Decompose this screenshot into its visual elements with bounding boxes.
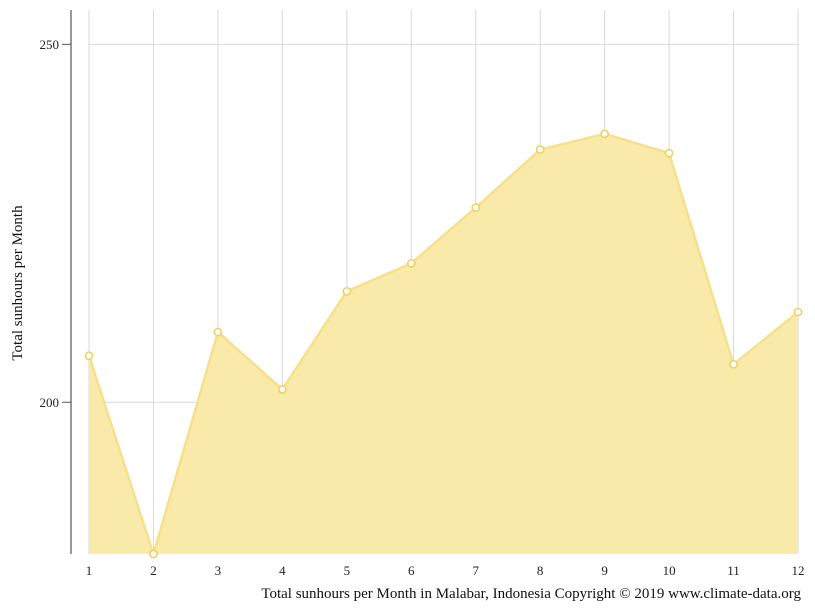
data-point [278, 385, 287, 394]
data-point [406, 259, 416, 268]
plot-area [87, 132, 799, 556]
data-point [664, 148, 674, 158]
data-point [535, 145, 545, 154]
y-tick-label: 250 [40, 37, 60, 52]
data-point [600, 129, 609, 139]
x-tick-label: 4 [279, 563, 286, 578]
x-tick-label: 3 [215, 563, 222, 578]
x-tick-label: 8 [537, 563, 544, 578]
data-point [729, 359, 738, 369]
x-tick-label: 2 [150, 563, 157, 578]
x-tick-label: 6 [408, 563, 415, 578]
x-tick-label: 12 [792, 563, 805, 578]
data-point [149, 549, 158, 559]
chart-caption: Total sunhours per Month in Malabar, Ind… [261, 586, 801, 602]
x-tick-label: 10 [663, 563, 676, 578]
data-point [213, 327, 223, 337]
data-point [793, 307, 803, 317]
x-tick-label: 11 [727, 563, 740, 578]
axes [62, 10, 72, 554]
y-axis-title: Total sunhours per Month [10, 205, 26, 361]
area-fill [89, 133, 798, 554]
x-tick-label: 7 [472, 563, 479, 578]
data-point [84, 351, 94, 361]
data-point [342, 286, 352, 296]
data-markers [84, 129, 803, 559]
y-tick-label: 200 [40, 395, 60, 410]
x-tick-label: 1 [86, 563, 93, 578]
data-point [471, 203, 481, 212]
x-tick-label: 9 [601, 563, 608, 578]
x-tick-label: 5 [344, 563, 351, 578]
series-line [87, 132, 799, 556]
